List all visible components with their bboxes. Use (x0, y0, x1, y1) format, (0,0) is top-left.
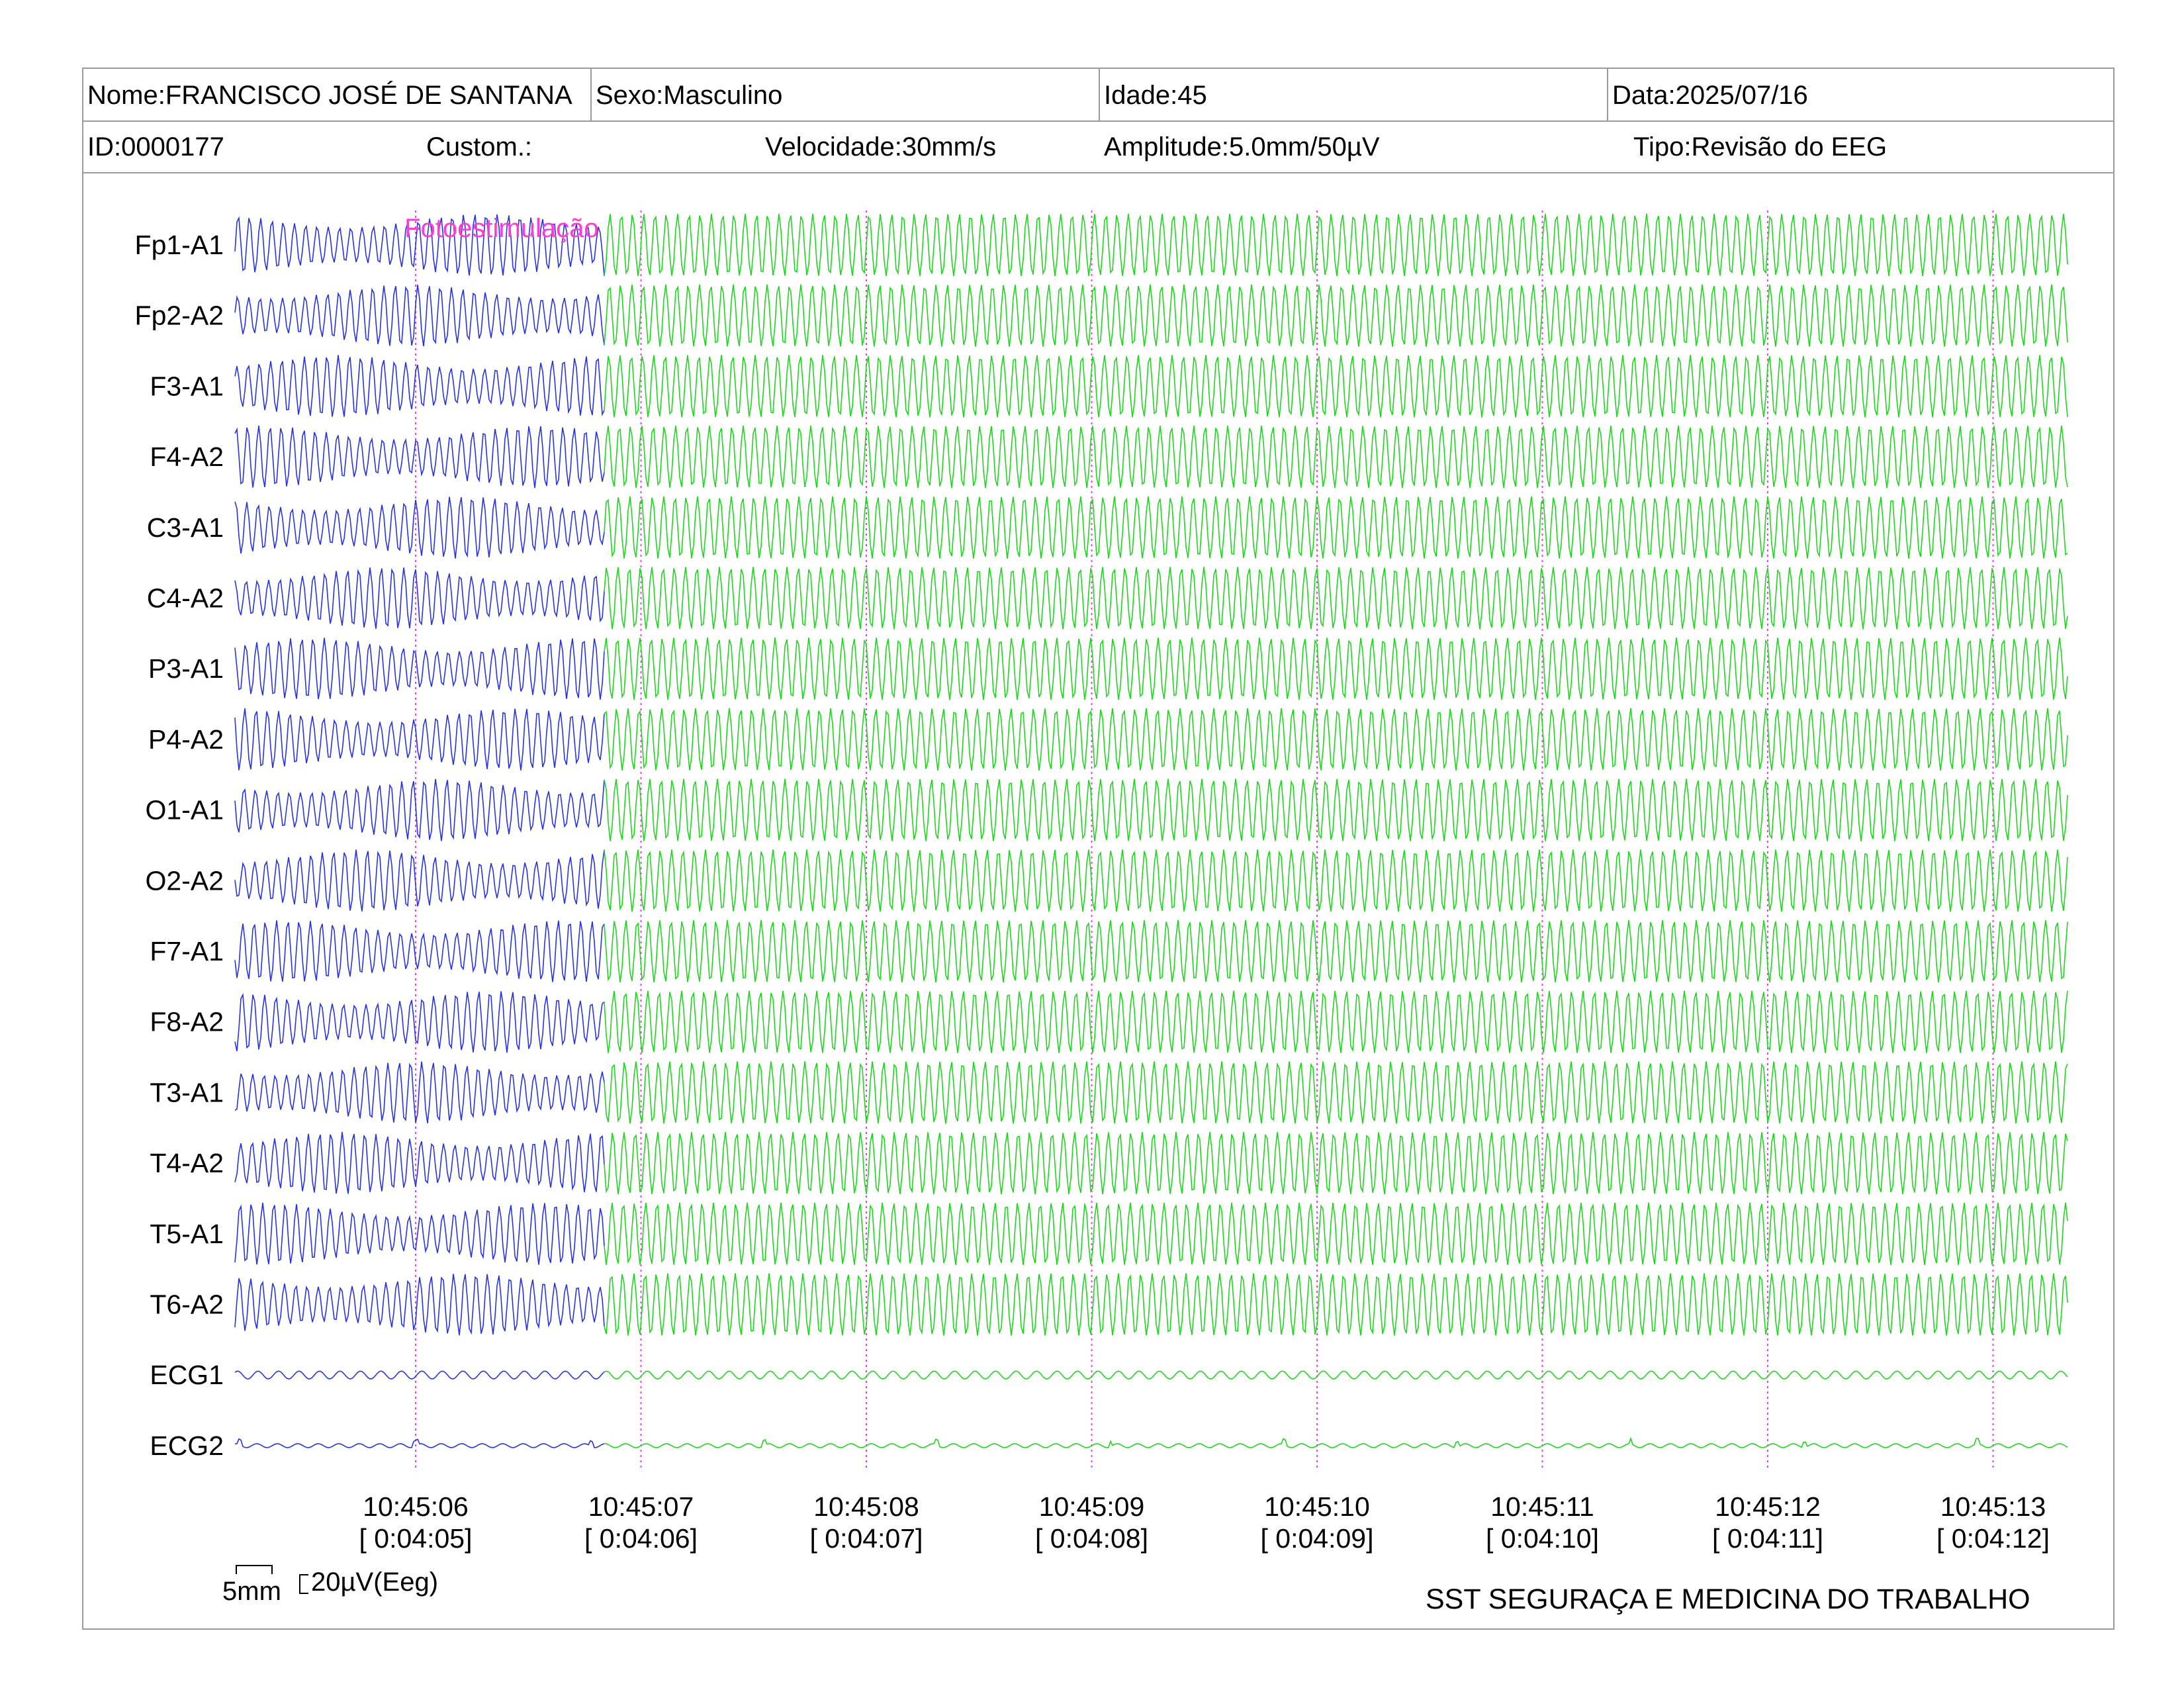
trace-p4-a2-stim (604, 708, 2068, 771)
channel-label: T5-A1 (150, 1219, 224, 1249)
trace-o1-a1-stim (604, 778, 2068, 841)
channel-label: T3-A1 (150, 1077, 224, 1107)
trace-ecg2-pre (234, 1438, 605, 1448)
patient-sex: Sexo:Masculino (592, 69, 1100, 120)
trace-p3-a1-stim (604, 637, 2068, 700)
channel-label: O2-A2 (146, 865, 224, 896)
tick-label-elapsed: [ 0:04:11] (1712, 1523, 1823, 1554)
trace-t4-a2-stim (604, 1132, 2068, 1195)
trace-p4-a2-pre (234, 708, 605, 771)
channel-label: T6-A2 (150, 1289, 224, 1320)
tick-label-time: 10:45:06 (363, 1491, 469, 1522)
tick-label-time: 10:45:13 (1940, 1491, 2046, 1522)
trace-fp1-a1-stim (604, 213, 2068, 277)
tick-label-time: 10:45:12 (1715, 1491, 1821, 1522)
tick-label-elapsed: [ 0:04:07] (810, 1523, 923, 1554)
trace-t3-a1-stim (604, 1061, 2068, 1124)
trace-ecg1-pre (234, 1370, 605, 1380)
trace-fp1-a1-pre (234, 214, 605, 276)
exam-type: Tipo:Revisão do EEG (1633, 132, 1888, 162)
tick-label-time: 10:45:08 (813, 1491, 919, 1522)
trace-f7-a1-stim (604, 919, 2068, 983)
custom-field: Custom.: (426, 132, 533, 162)
tick-label-time: 10:45:11 (1490, 1491, 1594, 1522)
trace-p3-a1-pre (234, 637, 605, 700)
channel-label: C3-A1 (147, 512, 224, 543)
tick-label-elapsed: [ 0:04:10] (1486, 1523, 1599, 1554)
channel-label: ECG2 (150, 1430, 224, 1461)
trace-c3-a1-pre (234, 496, 605, 559)
footer-organization: SST SEGURAÇA E MEDICINA DO TRABALHO (1426, 1583, 2030, 1615)
channel-label: F4-A2 (150, 442, 224, 472)
trace-ecg2-stim (604, 1436, 2068, 1448)
trace-f7-a1-pre (234, 920, 605, 982)
tick-label-elapsed: [ 0:04:08] (1035, 1523, 1148, 1554)
trace-c4-a2-pre (234, 567, 605, 629)
trace-c3-a1-stim (604, 496, 2068, 559)
channel-label: Fp2-A2 (135, 301, 224, 331)
tick-label-elapsed: [ 0:04:12] (1936, 1523, 2050, 1554)
amplitude-setting: Amplitude:5.0mm/50µV (1104, 132, 1380, 162)
stimulation-annotation: Fotoestimulação (404, 214, 598, 243)
trace-f3-a1-stim (604, 355, 2068, 418)
tick-label-time: 10:45:09 (1039, 1491, 1145, 1522)
channel-label: F7-A1 (150, 936, 224, 966)
eeg-report: Nome:FRANCISCO JOSÉ DE SANTANA Sexo:Masc… (82, 68, 2115, 1630)
trace-t5-a1-pre (234, 1202, 605, 1265)
channel-label: C4-A2 (147, 583, 224, 614)
exam-date: Data:2025/07/16 (1612, 81, 1808, 110)
trace-f4-a2-pre (234, 426, 605, 489)
trace-o1-a1-pre (234, 778, 605, 841)
patient-name: Nome:FRANCISCO JOSÉ DE SANTANA (83, 69, 592, 120)
channel-label: P3-A1 (148, 653, 224, 684)
tick-label-elapsed: [ 0:04:09] (1261, 1523, 1374, 1554)
trace-o2-a2-pre (234, 849, 605, 912)
trace-t5-a1-stim (604, 1202, 2068, 1265)
scale-amplitude-label: 20µV(Eeg) (311, 1568, 439, 1597)
trace-t4-a2-pre (234, 1132, 605, 1194)
trace-t6-a2-pre (234, 1274, 605, 1336)
trace-f8-a2-stim (604, 990, 2068, 1053)
channel-label: Fp1-A1 (135, 230, 224, 260)
trace-c4-a2-stim (604, 567, 2068, 630)
header-row-recording: ID:0000177 Custom.: Velocidade:30mm/s Am… (83, 120, 2113, 173)
scale-bar-amplitude (299, 1574, 308, 1594)
header-row-patient: Nome:FRANCISCO JOSÉ DE SANTANA Sexo:Masc… (83, 69, 2113, 122)
tick-label-time: 10:45:07 (588, 1491, 694, 1522)
tick-label-elapsed: [ 0:04:05] (359, 1523, 473, 1554)
trace-ecg1-stim (604, 1370, 2068, 1380)
channel-label: T4-A2 (150, 1148, 224, 1178)
tick-label-elapsed: [ 0:04:06] (584, 1523, 698, 1554)
patient-age: Idade:45 (1100, 69, 1608, 120)
scale-bar-length (236, 1565, 273, 1574)
channel-label: F8-A2 (150, 1007, 224, 1037)
channel-label: F3-A1 (150, 371, 224, 401)
trace-t3-a1-pre (234, 1061, 605, 1124)
tick-label-time: 10:45:10 (1264, 1491, 1370, 1522)
trace-fp2-a2-pre (234, 284, 605, 347)
trace-f3-a1-pre (234, 355, 605, 417)
trace-f4-a2-stim (604, 426, 2068, 489)
trace-o2-a2-stim (604, 849, 2068, 912)
channel-label: P4-A2 (148, 724, 224, 755)
scale-length-label: 5mm (222, 1577, 281, 1606)
paper-speed: Velocidade:30mm/s (765, 132, 997, 162)
patient-id: ID:0000177 (87, 132, 224, 162)
channel-label: ECG1 (150, 1360, 224, 1390)
trace-fp2-a2-stim (604, 284, 2068, 347)
trace-t6-a2-stim (604, 1273, 2068, 1336)
trace-f8-a2-pre (234, 991, 605, 1053)
channel-label: O1-A1 (146, 795, 224, 825)
